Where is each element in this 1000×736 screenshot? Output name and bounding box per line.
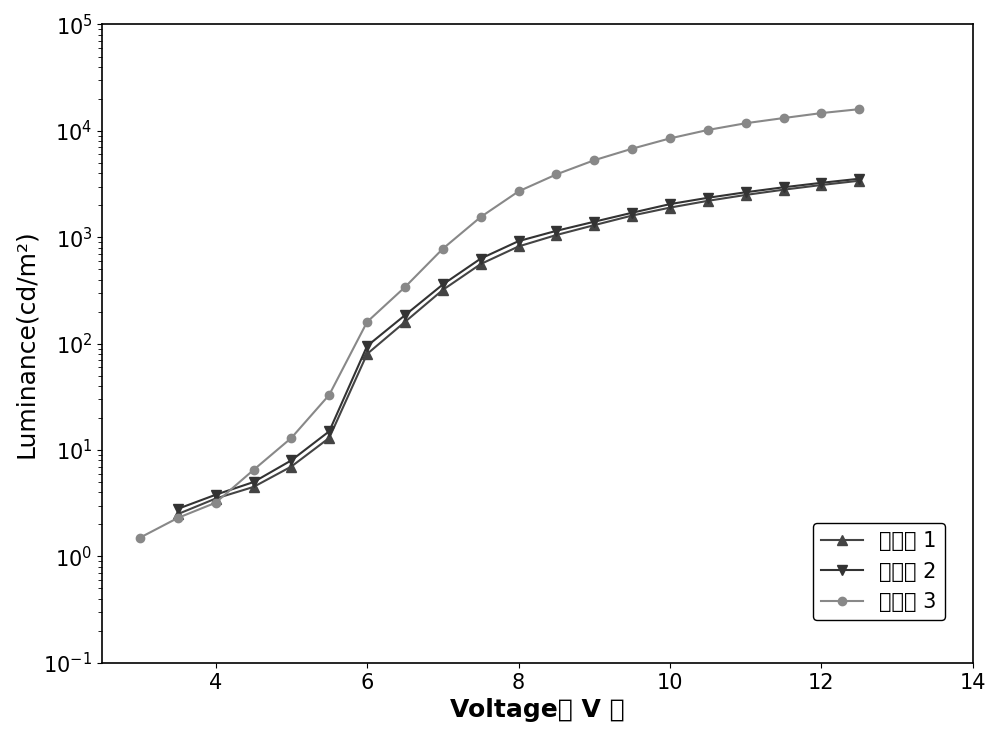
化合物 1 bbox=[513, 242, 525, 251]
化合物 2 bbox=[323, 427, 335, 436]
化合物 1 bbox=[323, 434, 335, 442]
化合物 2 bbox=[361, 342, 373, 350]
化合物 1 bbox=[361, 350, 373, 358]
化合物 1 bbox=[853, 177, 865, 185]
化合物 1 bbox=[815, 180, 827, 189]
化合物 3 bbox=[248, 466, 260, 475]
化合物 1 bbox=[475, 260, 487, 269]
化合物 3 bbox=[285, 434, 297, 442]
化合物 3 bbox=[778, 113, 790, 122]
化合物 3 bbox=[740, 118, 752, 127]
化合物 2 bbox=[248, 478, 260, 486]
化合物 2 bbox=[853, 174, 865, 183]
化合物 1 bbox=[778, 185, 790, 194]
化合物 3 bbox=[626, 144, 638, 153]
化合物 3 bbox=[853, 105, 865, 113]
化合物 2 bbox=[437, 280, 449, 289]
化合物 1 bbox=[702, 197, 714, 205]
化合物 1 bbox=[248, 483, 260, 492]
化合物 2 bbox=[588, 217, 600, 226]
化合物 1 bbox=[437, 286, 449, 294]
化合物 2 bbox=[513, 237, 525, 246]
化合物 3 bbox=[210, 498, 222, 507]
Line: 化合物 3: 化合物 3 bbox=[136, 105, 863, 542]
化合物 3 bbox=[664, 134, 676, 143]
化合物 2 bbox=[626, 208, 638, 217]
化合物 3 bbox=[399, 283, 411, 291]
化合物 1 bbox=[399, 317, 411, 326]
Legend: 化合物 1, 化合物 2, 化合物 3: 化合物 1, 化合物 2, 化合物 3 bbox=[813, 523, 945, 620]
化合物 2 bbox=[702, 194, 714, 202]
化合物 3 bbox=[361, 317, 373, 326]
Y-axis label: Luminance(cd/m²): Luminance(cd/m²) bbox=[14, 230, 38, 458]
化合物 1 bbox=[588, 221, 600, 230]
化合物 2 bbox=[399, 311, 411, 319]
化合物 2 bbox=[210, 490, 222, 499]
化合物 2 bbox=[285, 456, 297, 464]
化合物 2 bbox=[740, 188, 752, 197]
Line: 化合物 2: 化合物 2 bbox=[173, 174, 864, 514]
化合物 2 bbox=[778, 183, 790, 191]
Line: 化合物 1: 化合物 1 bbox=[173, 176, 864, 519]
化合物 3 bbox=[172, 514, 184, 523]
化合物 3 bbox=[323, 391, 335, 400]
化合物 2 bbox=[475, 254, 487, 263]
化合物 1 bbox=[550, 230, 562, 239]
化合物 2 bbox=[815, 178, 827, 187]
化合物 1 bbox=[285, 462, 297, 471]
化合物 2 bbox=[172, 504, 184, 513]
化合物 2 bbox=[664, 199, 676, 208]
化合物 3 bbox=[475, 213, 487, 222]
化合物 1 bbox=[626, 211, 638, 220]
化合物 3 bbox=[588, 156, 600, 165]
X-axis label: Voltage（ V ）: Voltage（ V ） bbox=[450, 698, 625, 722]
化合物 3 bbox=[815, 109, 827, 118]
化合物 2 bbox=[550, 227, 562, 236]
化合物 3 bbox=[702, 126, 714, 135]
化合物 1 bbox=[740, 191, 752, 199]
化合物 3 bbox=[550, 170, 562, 179]
化合物 1 bbox=[172, 510, 184, 519]
化合物 1 bbox=[210, 494, 222, 503]
化合物 3 bbox=[513, 187, 525, 196]
化合物 3 bbox=[437, 244, 449, 253]
化合物 3 bbox=[134, 534, 146, 542]
化合物 1 bbox=[664, 203, 676, 212]
